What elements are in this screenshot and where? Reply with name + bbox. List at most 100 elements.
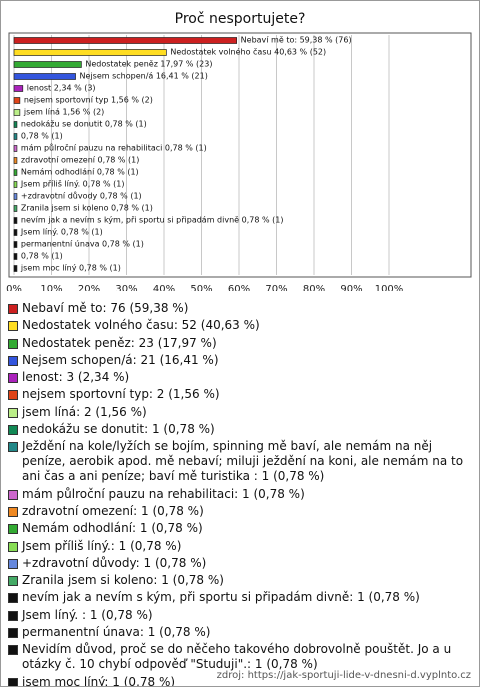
x-tick-label: 0%	[6, 284, 22, 291]
legend-label: jsem moc líný: 1 (0,78 %)	[22, 674, 176, 687]
value-label: Jsem příliš líný. 0,78 % (1)	[20, 179, 125, 189]
value-label: mám půlroční pauzu na rehabilitaci 0,78 …	[21, 143, 207, 153]
x-tick-label: 90%	[340, 284, 362, 291]
legend-swatch	[8, 442, 18, 453]
x-tick-label: 80%	[303, 284, 325, 291]
legend-swatch	[8, 321, 18, 332]
bar	[13, 229, 18, 236]
value-label: Nejsem schopen/á 16,41 % (21)	[80, 72, 208, 81]
chart: Proč nesportujete? 0% 10% 20% 30% 40% 50% 60% 7…	[6, 11, 472, 291]
legend-swatch	[8, 338, 18, 349]
legend-swatch	[8, 576, 18, 587]
x-tick-label: 40%	[153, 284, 175, 291]
value-label: 0,78 % (1)	[21, 252, 63, 261]
value-label: Nebaví mě to: 59,38 % (76)	[241, 36, 352, 45]
legend-label: Nevidím důvod, proč se do něčeho takovéh…	[22, 642, 452, 672]
legend-label: Nedostatek peněz: 23 (17,97 %)	[22, 335, 217, 350]
legend-item: nevím jak a nevím s kým, při sportu si p…	[8, 590, 468, 605]
legend-swatch	[8, 304, 18, 314]
legend-label: zdravotní omezení: 1 (0,78 %)	[22, 503, 204, 518]
legend-label: mám půlroční pauzu na rehabilitaci: 1 (0…	[22, 486, 305, 501]
x-tick-label: 20%	[78, 284, 100, 291]
bar	[13, 193, 18, 200]
bar	[13, 241, 18, 248]
legend-swatch	[8, 390, 18, 401]
legend-item: zdravotní omezení: 1 (0,78 %)	[8, 504, 468, 519]
legend-label: Nebaví mě to: 76 (59,38 %)	[22, 301, 189, 315]
value-label: Nedostatek peněz 17,97 % (23)	[85, 60, 212, 69]
value-label: nedokážu se donutit 0,78 % (1)	[21, 120, 147, 129]
legend-swatch	[8, 425, 18, 436]
legend-item: Jsem líný. : 1 (0,78 %)	[8, 608, 468, 623]
legend-item: Nedostatek volného času: 52 (40,63 %)	[8, 318, 468, 333]
legend-label: Jsem příliš líný.: 1 (0,78 %)	[22, 538, 182, 553]
legend-label: nejsem sportovní typ: 2 (1,56 %)	[22, 387, 220, 402]
bar	[13, 73, 76, 80]
bar	[13, 109, 21, 116]
legend-item: +zdravotní důvody: 1 (0,78 %)	[8, 556, 468, 571]
bar	[13, 145, 18, 152]
value-label: Jsem líný. 0,78 % (1)	[20, 228, 103, 237]
bar	[13, 133, 18, 140]
legend-item: permanentní únava: 1 (0,78 %)	[8, 625, 468, 640]
bar	[13, 265, 18, 272]
legend-label: Zranila jsem si koleno: 1 (0,78 %)	[22, 573, 224, 588]
legend-swatch	[8, 373, 18, 384]
legend-item: Nemám odhodlání: 1 (0,78 %)	[8, 521, 468, 536]
bar	[13, 217, 18, 224]
legend-swatch	[8, 355, 18, 366]
legend-label: permanentní únava: 1 (0,78 %)	[22, 625, 211, 640]
legend-swatch	[8, 541, 18, 552]
legend-label: nedokážu se donutit: 1 (0,78 %)	[22, 422, 215, 437]
legend-swatch	[8, 506, 18, 517]
bar	[13, 61, 82, 68]
legend-item: mám půlroční pauzu na rehabilitaci: 1 (0…	[8, 487, 468, 502]
legend: Nebaví mě to: 76 (59,38 %) Nedostatek vol…	[8, 301, 468, 687]
chart-title: Proč nesportujete?	[175, 11, 306, 27]
x-tick-label: 50%	[190, 284, 212, 291]
legend-item: Nejsem schopen/á: 21 (16,41 %)	[8, 353, 468, 368]
legend-item: lenost: 3 (2,34 %)	[8, 370, 468, 385]
bar	[13, 181, 18, 188]
legend-item: nejsem sportovní typ: 2 (1,56 %)	[8, 387, 468, 402]
bar	[13, 121, 18, 128]
source: zdroj: https://jak-sportuji-lide-v-dnesn…	[216, 670, 471, 681]
bar	[13, 169, 18, 176]
plot-frame	[8, 32, 472, 278]
bar	[13, 37, 238, 44]
value-label: nejsem sportovní typ 1,56 % (2)	[24, 96, 153, 105]
legend-item: nedokážu se donutit: 1 (0,78 %)	[8, 422, 468, 437]
legend-label: +zdravotní důvody: 1 (0,78 %)	[22, 555, 207, 570]
legend-swatch	[8, 677, 18, 686]
legend-item: Zranila jsem si koleno: 1 (0,78 %)	[8, 573, 468, 588]
legend-label: Nemám odhodlání: 1 (0,78 %)	[22, 521, 203, 536]
bar	[13, 205, 18, 212]
x-tick-label: 60%	[228, 284, 250, 291]
legend-item: Nevidím důvod, proč se do něčeho takovéh…	[8, 642, 468, 672]
legend-item: jsem líná: 2 (1,56 %)	[8, 405, 468, 420]
legend-swatch	[8, 489, 18, 500]
value-label: Zranila jsem si koleno 0,78 % (1)	[21, 204, 153, 213]
x-tick-label: 30%	[115, 284, 137, 291]
legend-label: nevím jak a nevím s kým, při sportu si p…	[22, 590, 420, 605]
bar	[13, 85, 24, 92]
value-label: jsem moc líný 0,78 % (1)	[20, 264, 121, 273]
value-label: Nemám odhodlání 0,78 % (1)	[21, 168, 139, 177]
value-label: 0,78 % (1)	[21, 132, 63, 141]
bar	[13, 157, 18, 164]
legend-swatch	[8, 407, 18, 418]
bar	[13, 49, 167, 56]
legend-item: Ježdění na kole/lyžích se bojím, spinnin…	[8, 439, 468, 484]
legend-label: Jsem líný. : 1 (0,78 %)	[22, 607, 153, 622]
value-label: Nedostatek volného času 40,63 % (52)	[170, 47, 326, 57]
legend-label: Ježdění na kole/lyžích se bojím, spinnin…	[22, 439, 464, 484]
legend-item: Nedostatek peněz: 23 (17,97 %)	[8, 336, 468, 351]
legend-item: Nebaví mě to: 76 (59,38 %)	[8, 301, 468, 316]
value-label: permanentní únava 0,78 % (1)	[21, 240, 144, 249]
legend-label: Nejsem schopen/á: 21 (16,41 %)	[22, 352, 219, 367]
value-label: lenost 2,34 % (3)	[27, 84, 96, 93]
x-tick-label: 10%	[40, 284, 62, 291]
legend-label: Nedostatek volného času: 52 (40,63 %)	[22, 318, 260, 333]
legend-swatch	[8, 628, 18, 639]
